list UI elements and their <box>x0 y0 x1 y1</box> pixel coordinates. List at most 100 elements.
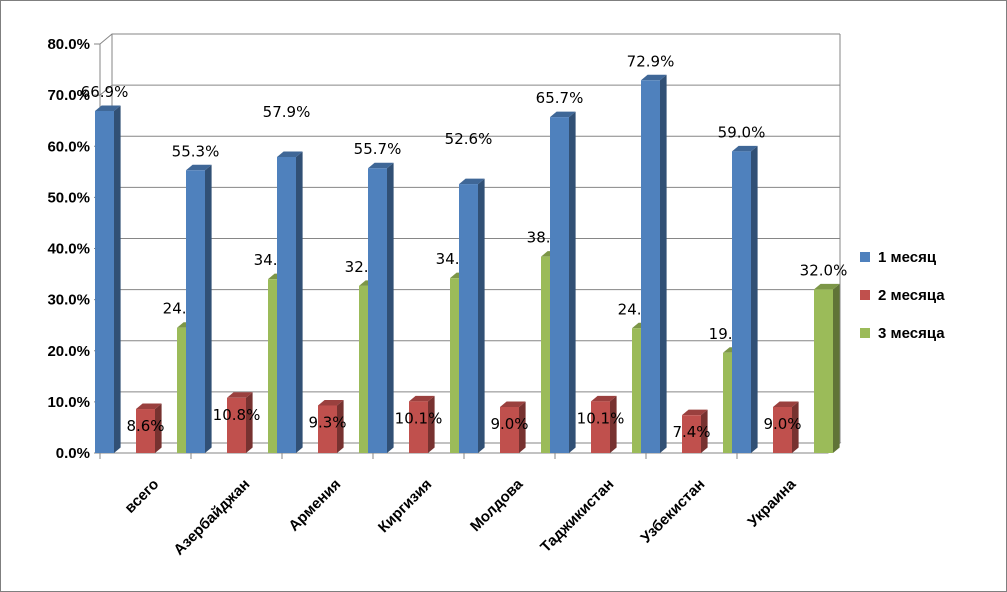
legend-label: 3 месяца <box>878 325 945 342</box>
bar <box>459 178 485 453</box>
bar-side <box>478 178 485 453</box>
data-label: 52.6% <box>445 130 493 148</box>
x-category-label: Киргизия <box>375 476 435 536</box>
bar-front <box>732 151 751 454</box>
bar-front <box>682 415 701 453</box>
bar <box>641 74 667 453</box>
y-tick-label: 0.0% <box>56 445 90 462</box>
bar-side <box>387 162 394 453</box>
bar-top <box>550 111 576 118</box>
bar-top <box>641 74 667 81</box>
data-label: 10.1% <box>395 409 443 427</box>
bar-top <box>732 145 758 152</box>
bar-side <box>701 409 708 453</box>
bar <box>318 399 344 453</box>
legend-swatch <box>860 328 870 338</box>
bar-front <box>409 401 428 453</box>
bar-top <box>95 105 121 111</box>
y-tick-label: 40.0% <box>47 241 90 258</box>
bar-front <box>318 405 337 453</box>
bar <box>773 401 799 453</box>
x-category-label: всего <box>121 476 162 517</box>
bar-top <box>409 395 435 402</box>
legend-swatch <box>860 290 870 300</box>
bar <box>227 392 253 453</box>
bar-front <box>550 117 569 453</box>
bar-side <box>792 401 799 453</box>
data-label: 8.6% <box>126 417 164 435</box>
data-label: 72.9% <box>627 52 675 70</box>
bar <box>550 111 576 453</box>
legend-swatch <box>860 252 870 262</box>
bar <box>682 409 708 453</box>
bar-front <box>95 110 114 453</box>
bar-top <box>682 409 708 416</box>
data-label: 55.7% <box>354 140 402 158</box>
bar-top <box>814 283 840 290</box>
bar <box>95 105 121 453</box>
y-tick-label: 50.0% <box>47 189 90 206</box>
bar-side <box>296 151 303 453</box>
gridline <box>99 33 840 45</box>
bar-top <box>186 164 212 171</box>
bar-side <box>114 105 121 453</box>
legend-label: 1 месяц <box>878 249 937 266</box>
legend-label: 2 месяца <box>878 287 945 304</box>
x-category-label: Азербайджан <box>170 476 253 559</box>
bar-side <box>519 401 526 453</box>
x-category-label: Армения <box>285 476 344 535</box>
x-category-label: Украина <box>745 475 800 530</box>
y-tick-label: 60.0% <box>47 138 90 155</box>
bar-top <box>227 392 253 398</box>
bar-front <box>368 168 387 453</box>
bar-side <box>833 283 840 453</box>
gridline <box>99 84 840 96</box>
bar-top <box>277 151 303 157</box>
y-tick-label: 80.0% <box>47 36 90 53</box>
data-label: 9.0% <box>490 415 528 433</box>
bar-top <box>459 178 485 185</box>
y-tick-label: 20.0% <box>47 343 90 360</box>
bar <box>136 403 162 453</box>
bar-side <box>751 145 758 454</box>
bar <box>186 164 212 453</box>
data-label: 55.3% <box>172 142 220 160</box>
bar <box>500 401 526 453</box>
bar-side <box>155 403 162 453</box>
bar-front <box>641 80 660 453</box>
bar-top <box>773 401 799 407</box>
bar-front <box>227 397 246 453</box>
bar-front <box>277 156 296 453</box>
bar <box>277 151 303 453</box>
data-label: 66.9% <box>81 83 129 101</box>
bar <box>732 145 758 454</box>
x-category-label: Таджикистан <box>537 476 617 556</box>
bar-side <box>337 399 344 453</box>
bar <box>368 162 394 453</box>
data-label: 10.1% <box>577 409 625 427</box>
bar <box>814 283 840 453</box>
data-label: 57.9% <box>263 103 311 121</box>
y-tick-label: 10.0% <box>47 394 90 411</box>
bar-side <box>569 111 576 453</box>
x-category-label: Узбекистан <box>638 476 709 547</box>
bar-side <box>246 392 253 453</box>
y-tick-label: 70.0% <box>47 87 90 104</box>
bar <box>591 395 617 453</box>
bar-side <box>610 395 617 453</box>
y-tick-label: 30.0% <box>47 292 90 309</box>
x-category-label: Молдова <box>467 475 527 535</box>
data-label: 7.4% <box>672 423 710 441</box>
bar-front <box>814 289 833 453</box>
data-label: 10.8% <box>213 406 261 424</box>
bar-side <box>660 74 667 453</box>
bar-side <box>428 395 435 453</box>
bar-top <box>591 395 617 402</box>
data-label: 9.0% <box>763 415 801 433</box>
data-label: 9.3% <box>308 413 346 431</box>
bar-front <box>773 406 792 453</box>
bar <box>409 395 435 453</box>
data-label: 59.0% <box>718 123 766 141</box>
bar-front <box>186 170 205 453</box>
